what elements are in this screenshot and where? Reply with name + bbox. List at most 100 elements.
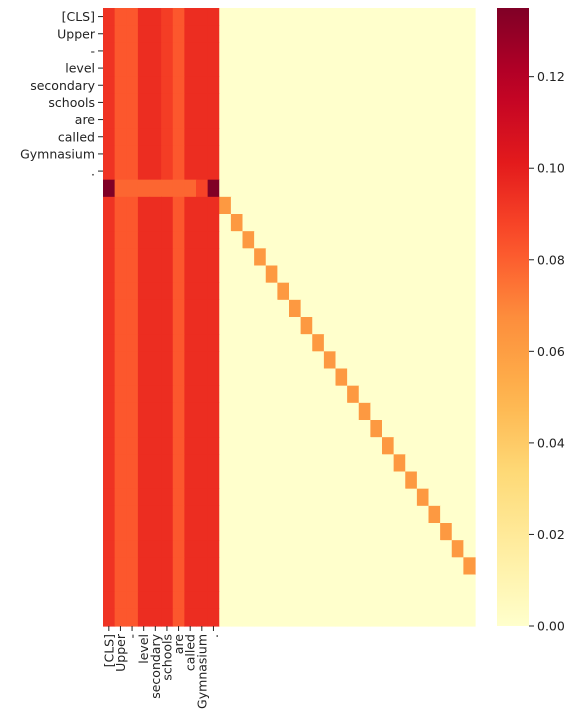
heatmap-cell <box>161 540 174 558</box>
heatmap-cell <box>347 248 360 267</box>
heatmap-cell <box>149 145 162 164</box>
heatmap-cell <box>230 162 244 181</box>
heatmap-cell <box>347 265 360 284</box>
heatmap-cell <box>358 385 371 404</box>
heatmap-cell <box>335 111 348 129</box>
heatmap-cell <box>382 42 395 61</box>
heatmap-cell <box>219 420 232 438</box>
heatmap-cell <box>323 145 337 164</box>
heatmap-cell <box>347 25 360 43</box>
heatmap-cell <box>300 385 313 404</box>
heatmap-cell <box>416 299 430 318</box>
heatmap-cell <box>416 145 430 164</box>
heatmap-cell <box>103 265 116 284</box>
heatmap-cell <box>312 523 325 541</box>
heatmap-cell <box>382 334 395 352</box>
heatmap-cell <box>219 145 232 164</box>
heatmap-cell <box>207 59 220 78</box>
heatmap-cell <box>172 93 185 112</box>
heatmap-cell <box>440 145 453 164</box>
heatmap-cell <box>137 454 151 473</box>
heatmap-cell <box>196 93 209 112</box>
heatmap-cell <box>207 265 220 284</box>
heatmap-cell <box>242 282 255 301</box>
heatmap-cell <box>323 8 337 26</box>
heatmap-cell <box>358 471 371 490</box>
heatmap-cell <box>428 248 441 267</box>
heatmap-cell <box>300 214 313 232</box>
heatmap-cell <box>428 214 441 232</box>
heatmap-cell <box>126 437 139 455</box>
heatmap-cell <box>347 454 360 473</box>
heatmap-cell <box>184 608 197 627</box>
heatmap-cell <box>451 231 464 249</box>
heatmap-cell <box>405 420 418 438</box>
heatmap-cell <box>358 420 371 438</box>
y-tick-label: secondary <box>30 78 95 93</box>
heatmap-cell <box>405 368 418 387</box>
heatmap-cell <box>463 111 476 129</box>
heatmap-cell <box>289 368 302 387</box>
heatmap-cell <box>184 574 197 593</box>
heatmap-cell <box>103 591 116 610</box>
heatmap-cell <box>265 540 278 558</box>
heatmap-cell <box>137 42 151 61</box>
heatmap-cell <box>161 248 174 267</box>
heatmap-cell <box>300 437 313 455</box>
heatmap-cell <box>416 574 430 593</box>
heatmap-cell <box>300 454 313 473</box>
heatmap-cell <box>451 540 464 558</box>
heatmap-cell <box>230 540 244 558</box>
heatmap-cell <box>254 162 267 181</box>
heatmap-cell <box>428 299 441 318</box>
heatmap-cell <box>300 128 313 146</box>
heatmap-cell <box>184 368 197 387</box>
heatmap-cell <box>149 488 162 507</box>
heatmap-cell <box>277 334 290 352</box>
heatmap-cell <box>300 505 313 524</box>
heatmap-cell <box>172 265 185 284</box>
heatmap-cell <box>161 299 174 318</box>
heatmap-cell <box>219 93 232 112</box>
heatmap-cell <box>230 591 244 610</box>
heatmap-cell <box>312 179 325 198</box>
heatmap-cell <box>242 214 255 232</box>
heatmap-cell <box>172 299 185 318</box>
heatmap-cell <box>323 488 337 507</box>
heatmap-cell <box>393 25 406 43</box>
heatmap-cell <box>254 488 267 507</box>
heatmap-cell <box>393 128 406 146</box>
heatmap-cell <box>335 128 348 146</box>
heatmap-cell <box>347 231 360 249</box>
heatmap-cell <box>300 248 313 267</box>
heatmap-cell <box>114 145 127 164</box>
heatmap-cell <box>382 523 395 541</box>
heatmap-cell <box>161 402 174 421</box>
colorbar-tick-label: 0.06 <box>537 344 565 359</box>
heatmap-cell <box>126 591 139 610</box>
heatmap-cell <box>370 591 383 610</box>
heatmap-cell <box>312 93 325 112</box>
heatmap-cell <box>370 282 383 301</box>
heatmap-cell <box>312 248 325 267</box>
heatmap-cell <box>428 145 441 164</box>
heatmap-cell <box>312 162 325 181</box>
heatmap-cell <box>207 488 220 507</box>
heatmap-cell <box>196 351 209 370</box>
heatmap-cell <box>254 574 267 593</box>
heatmap-cell <box>347 59 360 78</box>
heatmap-cell <box>428 505 441 524</box>
heatmap-cell <box>277 42 290 61</box>
heatmap-cell <box>428 471 441 490</box>
heatmap-cell <box>265 93 278 112</box>
heatmap-cell <box>335 179 348 198</box>
heatmap-cell <box>451 420 464 438</box>
heatmap-cell <box>242 42 255 61</box>
heatmap-cell <box>207 145 220 164</box>
heatmap-cell <box>463 128 476 146</box>
heatmap-cell <box>463 402 476 421</box>
heatmap-cell <box>405 505 418 524</box>
heatmap-cell <box>114 196 127 215</box>
heatmap-cell <box>242 523 255 541</box>
